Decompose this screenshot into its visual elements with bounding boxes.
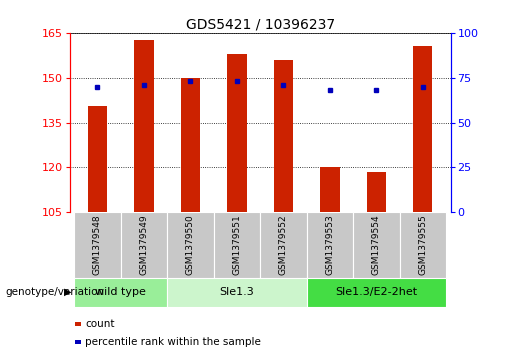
Bar	[167, 278, 306, 307]
Bar	[121, 212, 167, 278]
Text: Sle1.3: Sle1.3	[219, 287, 254, 297]
Text: GSM1379549: GSM1379549	[140, 214, 148, 275]
Text: percentile rank within the sample: percentile rank within the sample	[85, 337, 261, 347]
Bar	[367, 172, 386, 212]
Text: wild type: wild type	[95, 287, 146, 297]
Bar	[260, 212, 306, 278]
Text: GSM1379551: GSM1379551	[232, 214, 242, 275]
Bar	[74, 212, 121, 278]
Bar	[306, 212, 353, 278]
Bar	[273, 60, 293, 212]
Bar	[306, 278, 446, 307]
Bar	[181, 78, 200, 212]
Bar	[227, 54, 247, 212]
Bar	[353, 212, 400, 278]
Bar	[400, 212, 446, 278]
Title: GDS5421 / 10396237: GDS5421 / 10396237	[185, 17, 335, 32]
Text: GSM1379554: GSM1379554	[372, 214, 381, 275]
Text: GSM1379555: GSM1379555	[418, 214, 427, 275]
Text: ▶: ▶	[64, 287, 72, 297]
Bar	[134, 40, 153, 212]
Text: GSM1379553: GSM1379553	[325, 214, 334, 275]
Text: Sle1.3/E2-2het: Sle1.3/E2-2het	[335, 287, 417, 297]
Bar	[167, 212, 214, 278]
Text: GSM1379552: GSM1379552	[279, 214, 288, 275]
Text: count: count	[85, 319, 114, 329]
Text: GSM1379550: GSM1379550	[186, 214, 195, 275]
Bar	[320, 167, 339, 212]
Bar	[88, 106, 107, 212]
Bar	[74, 278, 167, 307]
Bar	[214, 212, 260, 278]
Text: genotype/variation: genotype/variation	[5, 287, 104, 297]
Bar	[413, 46, 433, 212]
Text: GSM1379548: GSM1379548	[93, 214, 102, 275]
